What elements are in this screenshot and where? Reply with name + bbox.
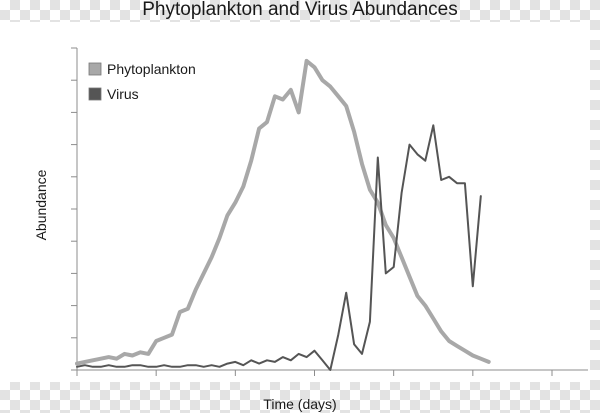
series-layer bbox=[75, 58, 491, 371]
x-axis-label: Time (days) bbox=[263, 396, 336, 412]
legend-swatch-virus bbox=[88, 87, 102, 101]
y-axis-label: Abundance bbox=[33, 169, 49, 240]
legend: Phytoplankton Virus bbox=[88, 61, 196, 102]
plot-area bbox=[0, 22, 590, 382]
series-line-virus bbox=[76, 124, 482, 371]
series-line-phytoplankton bbox=[75, 58, 491, 366]
legend-swatch-phytoplankton bbox=[88, 62, 102, 76]
chart-title: Phytoplankton and Virus Abundances bbox=[142, 0, 458, 20]
legend-label-phytoplankton: Phytoplankton bbox=[107, 61, 196, 77]
legend-label-virus: Virus bbox=[107, 86, 139, 102]
axes bbox=[71, 47, 588, 376]
